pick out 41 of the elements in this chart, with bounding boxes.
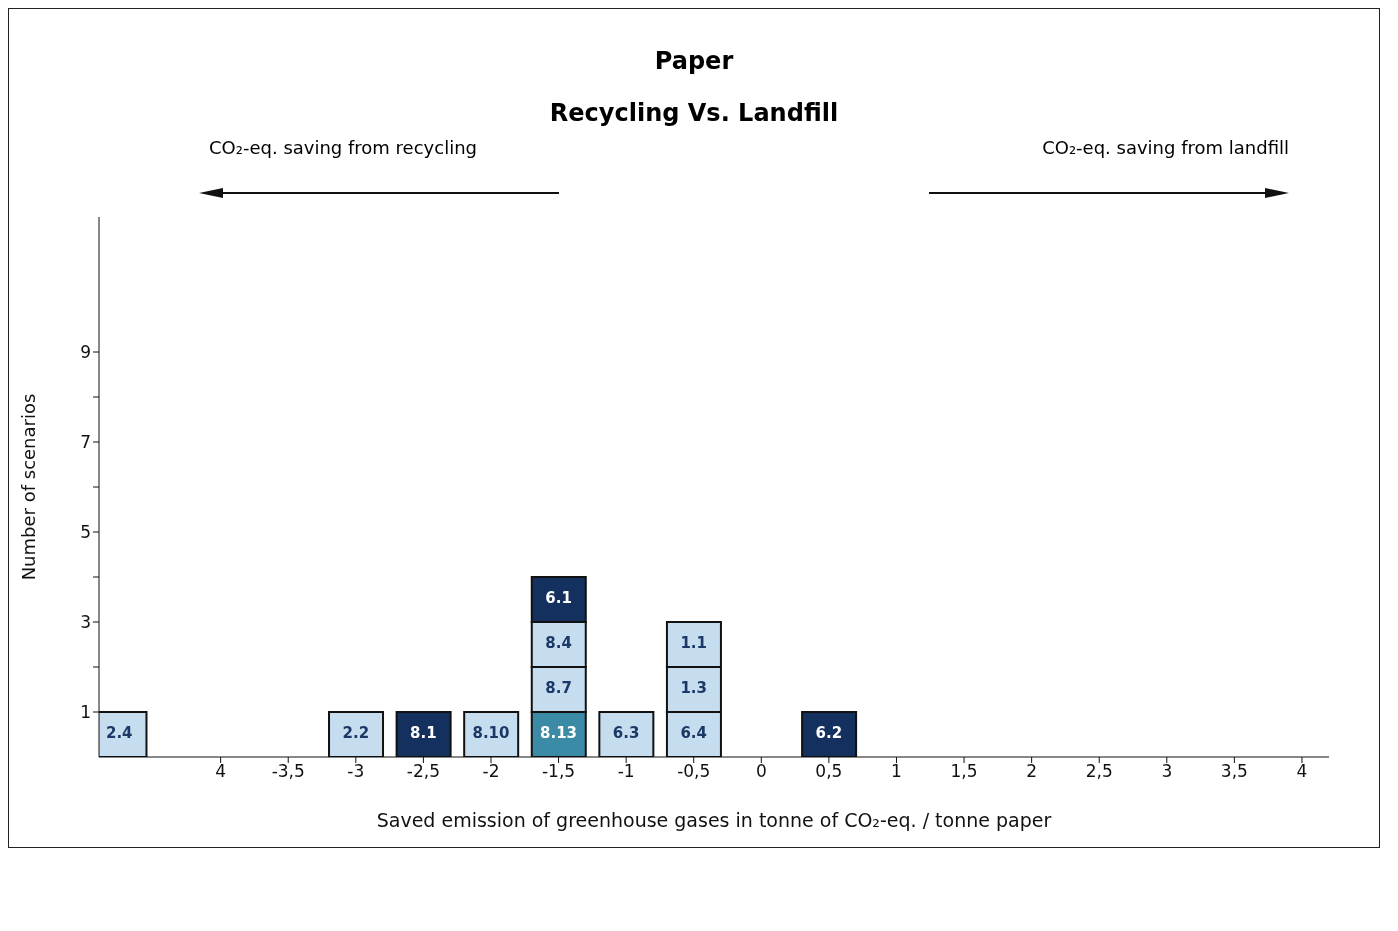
annotation: 6.2 — [815, 723, 843, 742]
annotation: 2.2 — [342, 723, 370, 742]
y-tick-label: 7 — [80, 432, 91, 453]
x-tick-label: 0 — [755, 761, 767, 782]
annotation: 6.4 — [680, 723, 708, 742]
annotation: 6.3 — [612, 723, 640, 742]
annotation: 2.4 — [105, 723, 133, 742]
x-tick-label: -2 — [482, 761, 500, 782]
x-tick-label: 4 — [1296, 761, 1308, 782]
y-tick-label: 3 — [80, 612, 91, 633]
text: CO₂-eq. saving from recycling — [208, 137, 478, 158]
text: CO₂-eq. saving from landfill — [1041, 137, 1289, 158]
x-tick-label: -0,5 — [677, 761, 711, 782]
x-tick-label: 0,5 — [815, 761, 843, 782]
x-axis-title: Saved emission of greenhouse gases in tonne of CO₂-eq. / tonne paper — [376, 809, 1052, 831]
annotation: 8.4 — [545, 633, 572, 652]
x-tick-label: 4 — [215, 761, 227, 782]
annotation: 6.1 — [545, 588, 572, 607]
x-tick-label: 1,5 — [950, 761, 978, 782]
annotation: 8.10 — [472, 723, 510, 742]
x-tick-label: 2,5 — [1085, 761, 1113, 782]
x-tick-label: -3 — [347, 761, 365, 782]
x-tick-label: 3,5 — [1220, 761, 1248, 782]
x-tick-label: -3,5 — [271, 761, 305, 782]
x-tick-label: 2 — [1026, 761, 1038, 782]
y-tick-label: 1 — [80, 702, 91, 723]
y-axis-title: Number of scenarios — [18, 393, 40, 581]
x-tick-label: 3 — [1161, 761, 1173, 782]
annotation: 8.7 — [545, 678, 572, 697]
y-tick-label: 9 — [80, 342, 91, 363]
annotation: 1.1 — [680, 633, 708, 652]
chart-title: Paper — [653, 47, 735, 75]
annotation: 8.13 — [540, 723, 578, 742]
annotation: 1.3 — [680, 678, 708, 697]
annotation: 8.1 — [410, 723, 437, 742]
y-tick-label: 5 — [80, 522, 91, 543]
x-tick-label: -1 — [617, 761, 635, 782]
chart-subtitle: Recycling Vs. Landfill — [548, 99, 840, 127]
x-tick-label: 1 — [891, 761, 902, 782]
x-tick-label: -1,5 — [541, 761, 576, 782]
x-tick-label: -2,5 — [406, 761, 440, 782]
